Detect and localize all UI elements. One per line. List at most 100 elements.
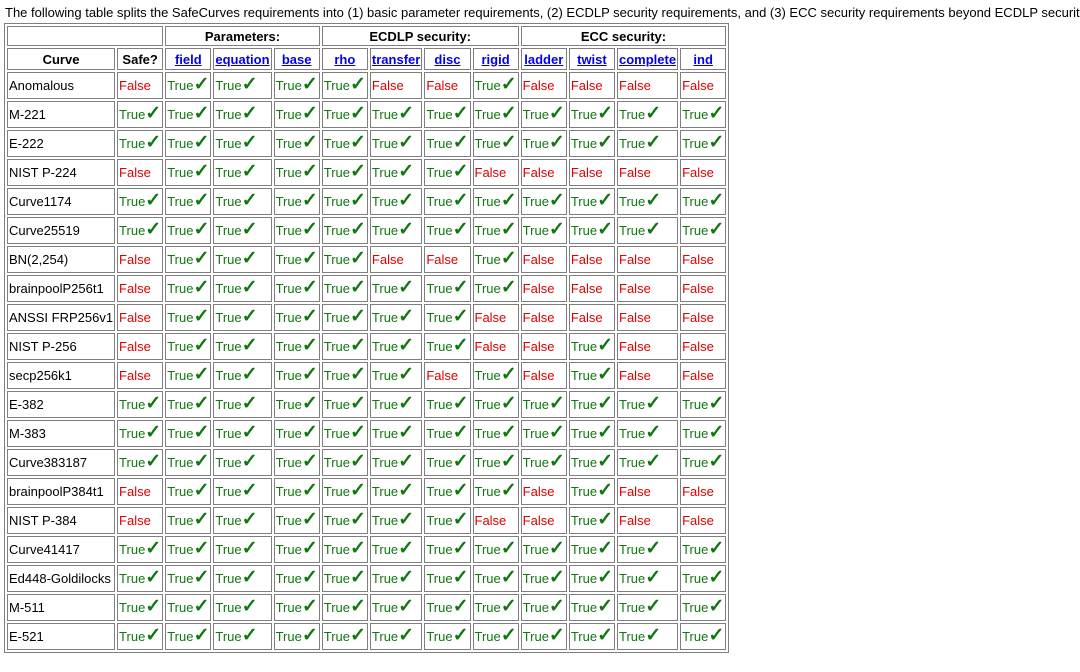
checkmark-icon: ✓ bbox=[548, 625, 565, 646]
link-complete[interactable]: complete bbox=[619, 51, 677, 67]
curve-name: NIST P-224 bbox=[7, 159, 116, 186]
table-row: brainpoolP384t1 False True✓ True✓ True✓ True✓… bbox=[7, 478, 727, 505]
checkmark-icon: ✓ bbox=[145, 219, 162, 240]
cell-twist: True✓ bbox=[568, 217, 616, 244]
cell-twist: False bbox=[568, 275, 616, 302]
true-label: True bbox=[371, 194, 399, 209]
true-label: True bbox=[275, 194, 302, 209]
false-label: False bbox=[522, 310, 555, 325]
cell-disc: True✓ bbox=[424, 304, 471, 331]
cell-rho: True✓ bbox=[321, 449, 368, 476]
cell-rho: True✓ bbox=[321, 275, 368, 302]
cell-equation: True✓ bbox=[213, 362, 272, 389]
true-label: True bbox=[371, 165, 399, 180]
true-label: True bbox=[275, 455, 302, 470]
link-base[interactable]: base bbox=[281, 51, 312, 67]
link-twist[interactable]: twist bbox=[577, 51, 607, 67]
true-label: True bbox=[215, 339, 242, 354]
link-ladder[interactable]: ladder bbox=[524, 51, 564, 67]
true-label: True bbox=[323, 571, 350, 586]
true-label: True bbox=[215, 310, 242, 325]
cell-equation: True✓ bbox=[213, 72, 272, 99]
false-label: False bbox=[570, 310, 603, 325]
checkmark-icon: ✓ bbox=[500, 393, 517, 414]
true-label: True bbox=[323, 281, 350, 296]
false-label: False bbox=[619, 368, 651, 383]
checkmark-icon: ✓ bbox=[708, 625, 725, 646]
true-label: True bbox=[323, 194, 350, 209]
false-label: False bbox=[522, 165, 555, 180]
checkmark-icon: ✓ bbox=[398, 277, 415, 298]
link-transfer[interactable]: transfer bbox=[371, 51, 421, 67]
true-label: True bbox=[275, 223, 302, 238]
checkmark-icon: ✓ bbox=[301, 451, 318, 472]
false-label: False bbox=[522, 78, 555, 93]
checkmark-icon: ✓ bbox=[301, 103, 318, 124]
cell-transfer: True✓ bbox=[369, 594, 423, 621]
checkmark-icon: ✓ bbox=[398, 538, 415, 559]
cell-field: True✓ bbox=[165, 101, 212, 128]
curve-name: Curve383187 bbox=[7, 449, 116, 476]
true-label: True bbox=[619, 455, 646, 470]
cell-rho: True✓ bbox=[321, 333, 368, 360]
true-label: True bbox=[215, 194, 242, 209]
link-rho[interactable]: rho bbox=[334, 51, 356, 67]
false-label: False bbox=[119, 513, 151, 528]
checkmark-icon: ✓ bbox=[708, 219, 725, 240]
cell-rho: True✓ bbox=[321, 536, 368, 563]
false-label: False bbox=[619, 484, 651, 499]
table-row: Curve41417 True✓ True✓ True✓ True✓ True✓ True✓… bbox=[7, 536, 727, 563]
checkmark-icon: ✓ bbox=[349, 509, 366, 530]
checkmark-icon: ✓ bbox=[548, 103, 565, 124]
cell-ind: True✓ bbox=[680, 594, 727, 621]
true-label: True bbox=[323, 629, 350, 644]
true-label: True bbox=[323, 252, 350, 267]
cell-rho: True✓ bbox=[321, 391, 368, 418]
checkmark-icon: ✓ bbox=[193, 277, 210, 298]
checkmark-icon: ✓ bbox=[708, 132, 725, 153]
cell-disc: True✓ bbox=[424, 130, 471, 157]
cell-rho: True✓ bbox=[321, 565, 368, 592]
true-label: True bbox=[522, 194, 549, 209]
cell-base: True✓ bbox=[273, 536, 320, 563]
cell-field: True✓ bbox=[165, 130, 212, 157]
table-row: NIST P-256 False True✓ True✓ True✓ True✓ True✓… bbox=[7, 333, 727, 360]
true-label: True bbox=[323, 513, 350, 528]
checkmark-icon: ✓ bbox=[398, 335, 415, 356]
cell-safe: True✓ bbox=[117, 420, 164, 447]
true-label: True bbox=[426, 397, 453, 412]
cell-rigid: True✓ bbox=[472, 478, 519, 505]
col-complete: complete bbox=[617, 48, 679, 70]
cell-safe: False bbox=[117, 507, 164, 534]
cell-ladder: False bbox=[520, 507, 567, 534]
true-label: True bbox=[371, 513, 399, 528]
cell-disc: True✓ bbox=[424, 420, 471, 447]
cell-rigid: True✓ bbox=[472, 449, 519, 476]
table-body: Anomalous False True✓ True✓ True✓ True✓ False F… bbox=[7, 72, 727, 650]
true-label: True bbox=[215, 542, 242, 557]
checkmark-icon: ✓ bbox=[241, 364, 258, 385]
link-rigid[interactable]: rigid bbox=[481, 51, 510, 67]
true-label: True bbox=[371, 542, 399, 557]
cell-complete: True✓ bbox=[617, 130, 679, 157]
cell-base: True✓ bbox=[273, 217, 320, 244]
cell-field: True✓ bbox=[165, 275, 212, 302]
checkmark-icon: ✓ bbox=[349, 480, 366, 501]
cell-complete: False bbox=[617, 333, 679, 360]
link-ind[interactable]: ind bbox=[693, 51, 713, 67]
link-field[interactable]: field bbox=[174, 51, 202, 67]
checkmark-icon: ✓ bbox=[241, 219, 258, 240]
checkmark-icon: ✓ bbox=[193, 335, 210, 356]
true-label: True bbox=[426, 281, 453, 296]
true-label: True bbox=[474, 136, 501, 151]
true-label: True bbox=[119, 426, 146, 441]
cell-rigid: False bbox=[472, 333, 519, 360]
cell-complete: True✓ bbox=[617, 565, 679, 592]
true-label: True bbox=[275, 339, 302, 354]
link-disc[interactable]: disc bbox=[434, 51, 461, 67]
cell-safe: False bbox=[117, 159, 164, 186]
true-label: True bbox=[522, 455, 549, 470]
true-label: True bbox=[119, 542, 146, 557]
link-equation[interactable]: equation bbox=[215, 51, 270, 67]
cell-field: True✓ bbox=[165, 304, 212, 331]
